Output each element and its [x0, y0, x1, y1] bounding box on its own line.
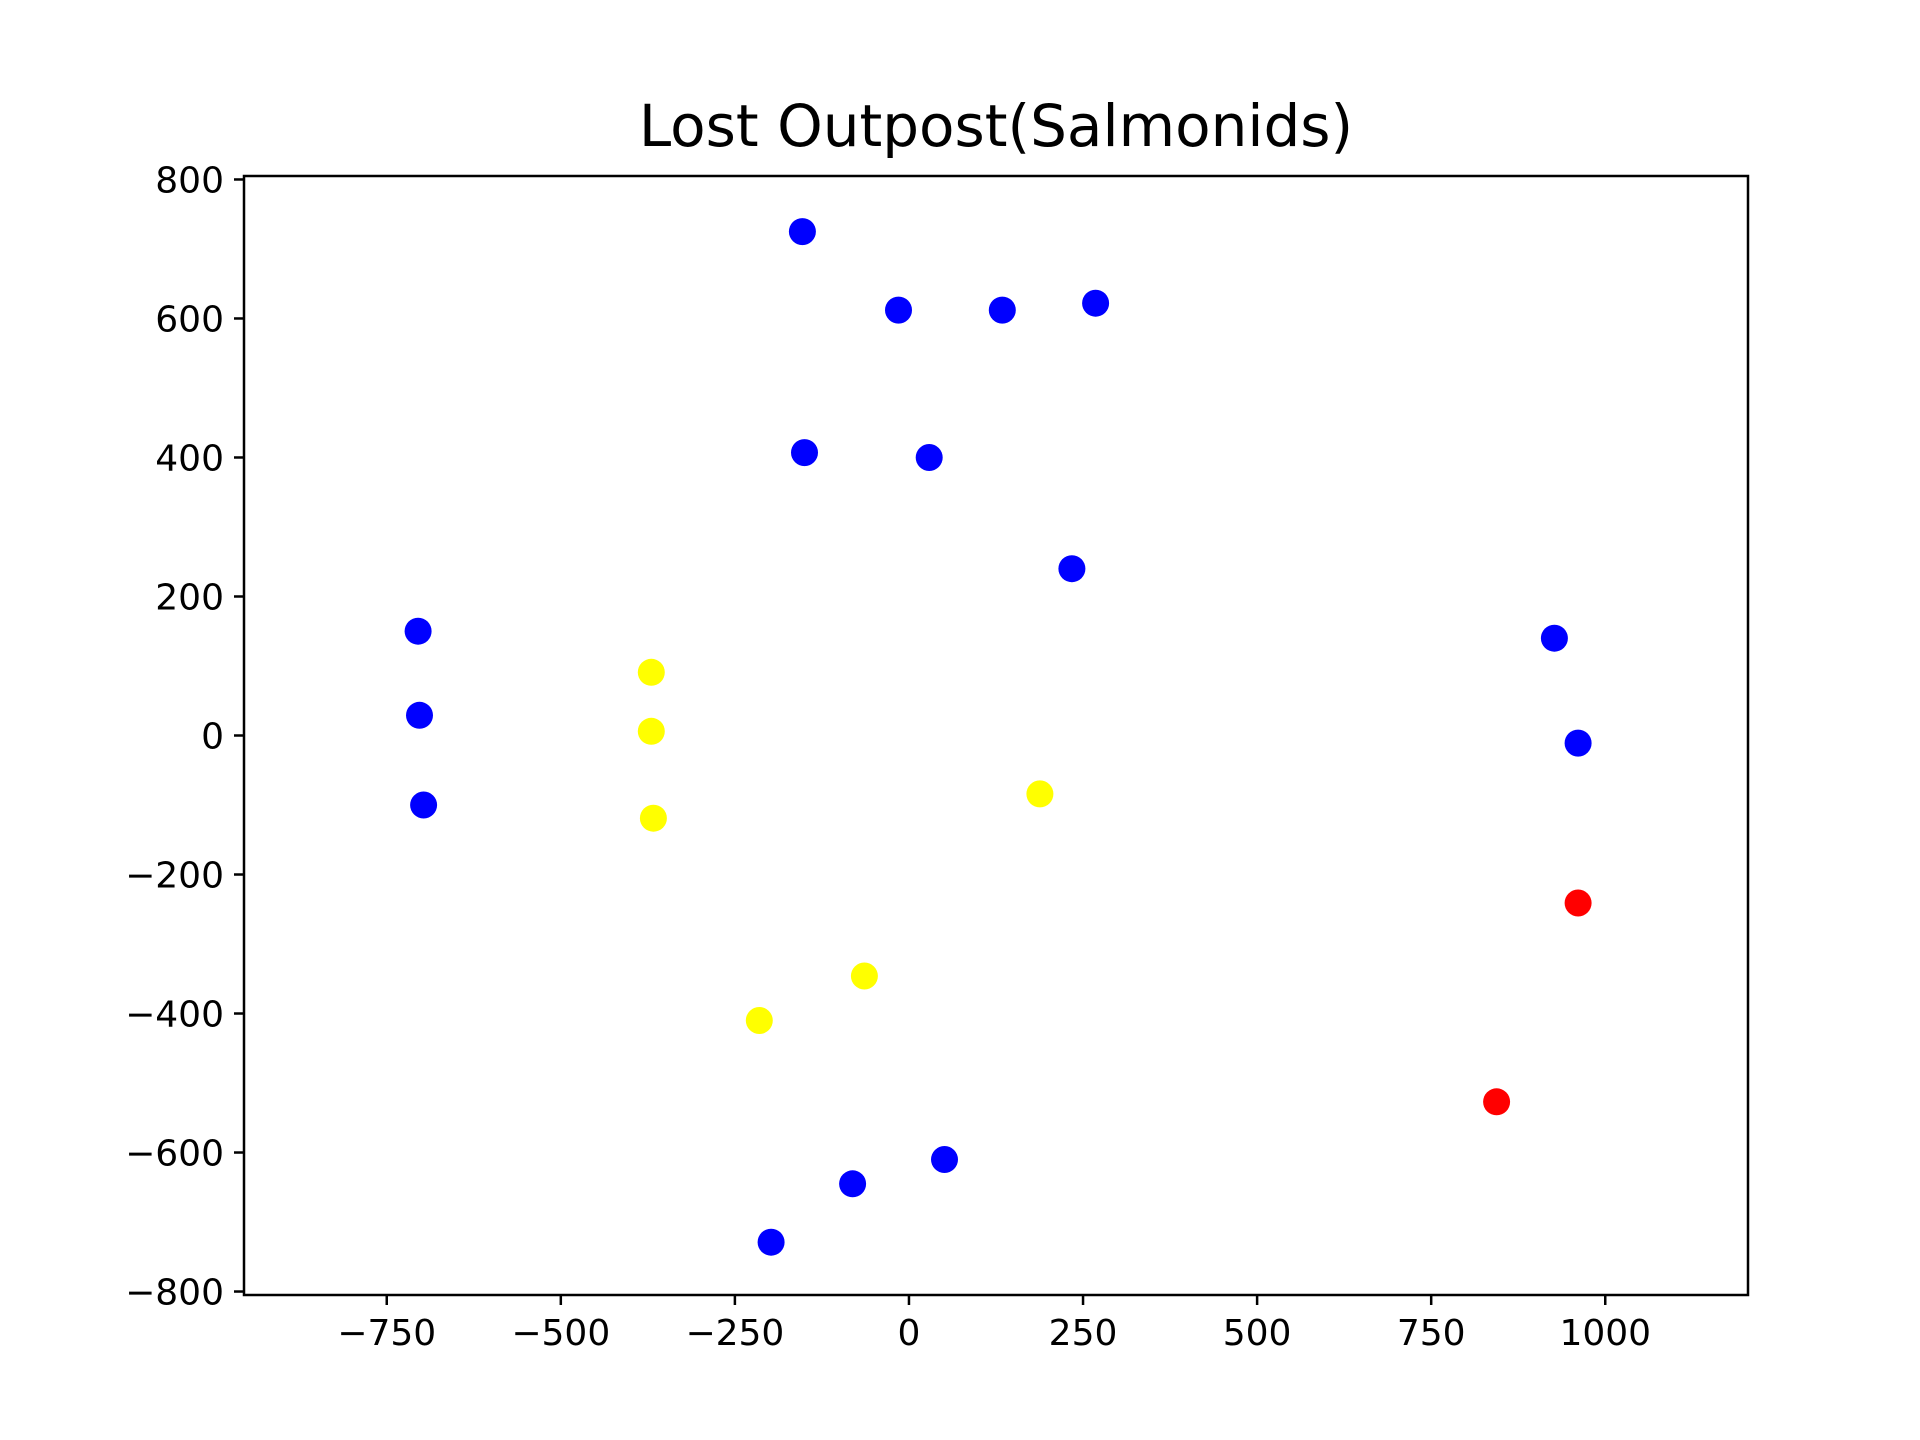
data-point-s0-5	[915, 444, 943, 471]
x-tick-label-7: 1000	[1559, 1313, 1651, 1354]
data-point-s1-0	[637, 658, 665, 686]
data-point-s0-7	[404, 617, 432, 645]
data-point-s0-3	[1082, 289, 1110, 317]
data-point-s0-13	[839, 1170, 867, 1198]
data-point-s2-0	[1564, 889, 1592, 917]
data-point-s0-8	[406, 701, 433, 729]
data-point-s2-1	[1483, 1088, 1511, 1116]
data-point-s0-10	[1540, 624, 1568, 652]
y-tick-label-8: −800	[125, 1273, 224, 1314]
data-point-s0-2	[988, 296, 1016, 324]
x-tick-label-2: −250	[685, 1313, 784, 1354]
data-point-s0-9	[410, 791, 438, 819]
data-point-s0-14	[757, 1228, 785, 1256]
data-point-s0-11	[1564, 729, 1592, 757]
data-point-s0-0	[788, 218, 816, 246]
data-points	[404, 218, 1592, 1256]
y-tick-label-0: 800	[155, 160, 224, 201]
data-point-s0-1	[885, 296, 912, 324]
y-tick-label-1: 600	[155, 299, 224, 340]
data-point-s0-4	[791, 439, 818, 467]
y-tick-label-3: 200	[155, 577, 224, 618]
y-tick-label-4: 0	[201, 717, 224, 758]
y-tick-label-6: −400	[125, 995, 224, 1036]
x-tick-label-3: 0	[898, 1313, 921, 1354]
x-axis-ticks: −750 −500 −250 0 250 500 750 1000	[337, 1295, 1651, 1354]
x-tick-label-6: 750	[1397, 1313, 1466, 1354]
y-tick-label-2: 400	[155, 438, 224, 479]
chart-title: Lost Outpost(Salmonids)	[639, 92, 1353, 160]
y-tick-label-7: −600	[125, 1134, 224, 1175]
data-point-s1-1	[637, 717, 665, 745]
plot-area-frame	[242, 174, 1750, 1297]
x-tick-label-4: 250	[1049, 1313, 1118, 1354]
data-point-s1-5	[745, 1007, 773, 1034]
data-point-s1-2	[639, 804, 667, 832]
data-point-s0-6	[1058, 555, 1086, 583]
y-axis-ticks: 800 600 400 200 0 −200 −400 −600 −800	[125, 160, 244, 1314]
y-tick-label-5: −200	[125, 856, 224, 897]
x-tick-label-5: 500	[1223, 1313, 1292, 1354]
data-point-s1-4	[850, 962, 878, 990]
x-tick-label-0: −750	[337, 1313, 436, 1354]
data-point-s1-3	[1026, 780, 1054, 808]
x-tick-label-1: −500	[511, 1313, 610, 1354]
data-point-s0-12	[931, 1146, 958, 1173]
